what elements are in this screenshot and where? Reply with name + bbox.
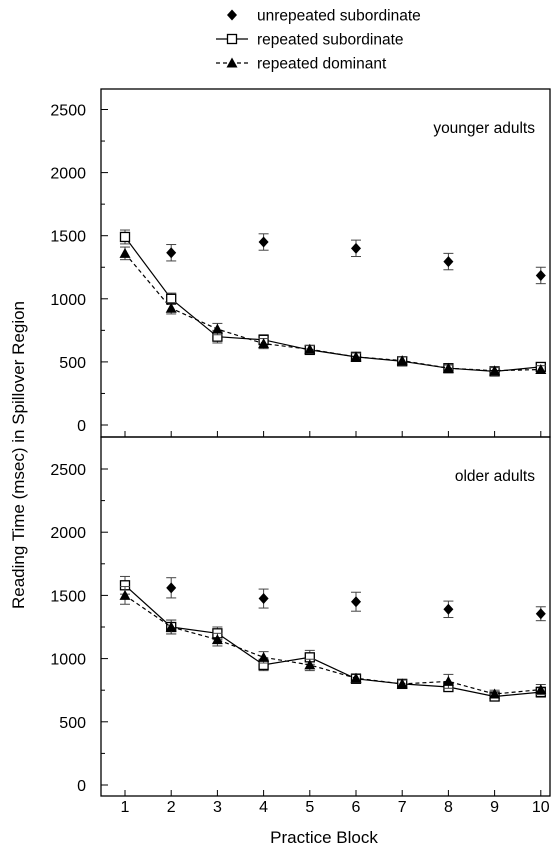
panel-label: older adults — [455, 468, 535, 485]
data-point — [489, 688, 501, 699]
data-point — [535, 269, 546, 281]
data-point — [211, 634, 223, 645]
data-point — [489, 365, 501, 376]
data-point — [304, 659, 316, 670]
data-point — [119, 247, 131, 258]
legend-entry: repeated subordinate — [216, 32, 404, 49]
y-tick-label: 1500 — [50, 588, 86, 605]
data-point — [211, 323, 223, 334]
y-tick-label: 2500 — [50, 462, 86, 479]
series-unrepeated-subordinate — [166, 233, 546, 285]
y-tick-label: 1000 — [50, 292, 86, 309]
legend-entry: repeated dominant — [216, 56, 387, 73]
data-point — [166, 582, 177, 594]
legend-marker-triangle — [226, 57, 238, 68]
series-repeated-subordinate — [119, 229, 546, 377]
x-tick-label: 9 — [490, 799, 499, 816]
data-point — [258, 236, 269, 248]
y-tick-label: 1500 — [50, 229, 86, 246]
series-line — [124, 584, 541, 698]
plot-frame — [100, 436, 551, 797]
legend-label: repeated dominant — [257, 56, 387, 73]
data-point — [258, 593, 269, 605]
x-tick-label: 3 — [213, 799, 222, 816]
x-tick-label: 4 — [259, 799, 268, 816]
data-point — [258, 338, 270, 349]
data-point — [351, 596, 361, 608]
legend-entry: unrepeated subordinate — [227, 8, 421, 25]
panel-older-adults: 0 500 1000 1500 2000 2500 1 2 3 4 5 6 7 8 9 10 older adu… — [50, 436, 551, 816]
x-tick-label: 6 — [352, 799, 361, 816]
data-point — [165, 621, 177, 632]
x-tick-label: 2 — [167, 799, 176, 816]
series-line — [124, 253, 541, 372]
data-point — [351, 242, 361, 254]
data-point — [443, 256, 454, 268]
series-line — [124, 236, 541, 373]
data-point — [443, 603, 454, 615]
legend-label: unrepeated subordinate — [257, 8, 421, 25]
data-point — [304, 343, 316, 354]
y-tick-label: 2000 — [50, 166, 86, 183]
legend-marker-open-square — [226, 33, 238, 45]
series-line — [124, 594, 541, 695]
series-unrepeated-subordinate — [166, 577, 546, 622]
series-repeated-dominant — [119, 586, 547, 699]
y-tick-label: 500 — [59, 715, 86, 732]
data-point — [166, 293, 177, 304]
data-point — [535, 363, 547, 374]
series-repeated-subordinate — [119, 575, 546, 702]
y-tick-label: 0 — [77, 418, 86, 435]
y-tick-label: 0 — [77, 778, 86, 795]
x-tick-label: 7 — [398, 799, 407, 816]
data-point — [350, 351, 362, 362]
y-tick-label: 2500 — [50, 103, 86, 120]
data-point — [119, 231, 131, 243]
x-tick-label: 8 — [444, 799, 453, 816]
data-point — [396, 355, 408, 366]
data-point — [258, 651, 270, 662]
y-tick-label: 2000 — [50, 525, 86, 542]
panel-younger-adults: 0 500 1000 1500 2000 2500 younger adults — [50, 88, 551, 438]
plot-frame — [100, 88, 551, 438]
y-axis-title: Reading Time (msec) in Spillover Region — [9, 301, 28, 609]
panel-label: younger adults — [433, 120, 535, 137]
data-point — [442, 675, 454, 686]
x-tick-label: 10 — [532, 799, 550, 816]
y-tick-label: 1000 — [50, 652, 86, 669]
data-point — [535, 684, 547, 695]
data-point — [119, 589, 131, 600]
data-point — [350, 672, 362, 683]
y-tick-label: 500 — [59, 355, 86, 372]
data-point — [535, 608, 546, 620]
legend-label: repeated subordinate — [257, 32, 404, 49]
legend-marker-diamond — [227, 9, 237, 21]
x-tick-label: 5 — [305, 799, 314, 816]
data-point — [165, 302, 177, 313]
x-axis-title: Practice Block — [270, 828, 378, 847]
data-point — [442, 362, 454, 373]
data-point — [396, 678, 408, 689]
data-point — [166, 247, 177, 259]
legend: unrepeated subordinate repeated subordina… — [216, 8, 421, 73]
x-tick-label: 1 — [121, 799, 130, 816]
series-repeated-dominant — [119, 246, 547, 376]
